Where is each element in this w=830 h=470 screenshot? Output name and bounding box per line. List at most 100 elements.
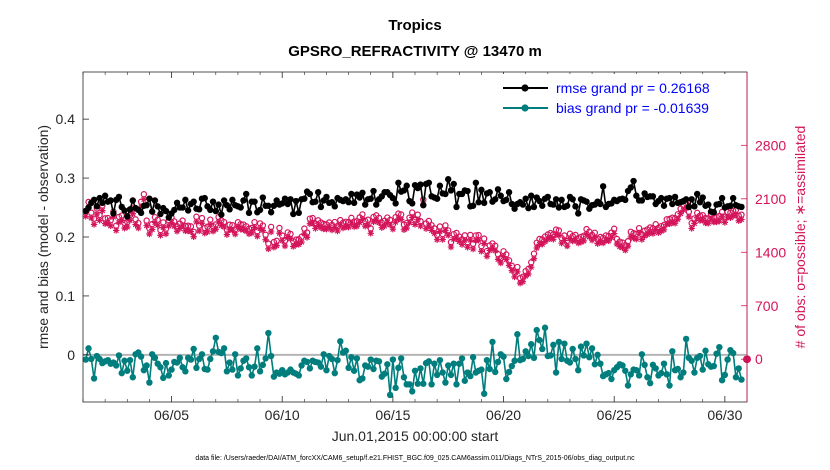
bias-marker — [334, 356, 341, 364]
bias-marker — [682, 335, 690, 343]
assimilated-obs-marker — [121, 224, 128, 232]
rmse-marker — [237, 204, 244, 211]
rmse-marker — [508, 200, 516, 208]
y-tick-label: 0.4 — [56, 111, 76, 127]
assimilated-obs-marker — [649, 230, 657, 237]
assimilated-obs-marker — [276, 230, 283, 237]
rmse-marker — [101, 192, 109, 199]
y2-tick-label: 0 — [755, 351, 763, 367]
assimilated-obs-marker — [547, 234, 554, 242]
bias-marker — [575, 366, 582, 374]
bias-marker — [207, 355, 214, 363]
bias-marker — [569, 345, 576, 353]
rmse-marker — [290, 210, 297, 218]
bias-marker — [395, 364, 402, 372]
bias-marker — [528, 341, 535, 348]
rmse-marker — [696, 199, 704, 206]
bias-marker — [558, 355, 565, 363]
assimilated-obs-marker — [627, 233, 634, 241]
rmse-marker — [666, 194, 673, 202]
assimilated-obs-marker — [190, 233, 197, 240]
assimilated-obs-marker — [184, 227, 192, 235]
bias-marker — [348, 354, 355, 361]
bias-marker — [486, 365, 493, 373]
assimilated-obs-marker — [124, 223, 131, 231]
assimilated-obs-marker — [655, 229, 662, 236]
assimilated-obs-marker — [630, 235, 637, 242]
assimilated-obs-marker — [705, 220, 712, 227]
possible-obs-marker — [207, 216, 214, 223]
assimilated-obs-marker — [118, 217, 125, 224]
rmse-marker — [85, 204, 92, 211]
assimilated-obs-marker — [456, 238, 463, 245]
x-tick-label: 06/30 — [707, 407, 742, 423]
bias-marker — [716, 344, 723, 351]
assimilated-obs-marker — [721, 219, 729, 226]
bias-marker — [586, 354, 593, 361]
tick-layer — [82, 72, 748, 402]
bias-marker — [594, 351, 601, 359]
rmse-marker — [348, 190, 355, 198]
assimilated-obs-marker — [370, 218, 377, 226]
assimilated-obs-marker — [685, 213, 693, 221]
assimilated-obs-marker — [243, 227, 250, 235]
assimilated-obs-marker — [563, 242, 571, 250]
bias-marker — [674, 365, 682, 373]
rmse-marker — [544, 193, 551, 201]
y-axis-label: rmse and bias (model - observation) — [35, 125, 51, 349]
rmse-marker — [403, 182, 410, 189]
rmse-marker — [492, 196, 499, 203]
rmse-marker — [392, 200, 399, 207]
bias-marker — [425, 358, 433, 365]
assimilated-obs-marker — [196, 227, 203, 235]
assimilated-obs-marker — [146, 230, 153, 238]
rmse-marker — [478, 186, 485, 194]
bias-marker — [433, 371, 441, 379]
possible-obs-marker — [436, 223, 444, 230]
rmse-marker — [630, 177, 637, 185]
bias-marker — [140, 366, 148, 374]
bias-marker — [350, 367, 358, 374]
assimilated-obs-marker — [641, 232, 648, 240]
y2-tick-label: 2800 — [755, 137, 786, 153]
assimilated-obs-marker — [220, 223, 228, 231]
bias-marker — [483, 356, 491, 364]
assimilated-obs-marker — [234, 224, 242, 231]
assimilated-obs-marker — [104, 220, 112, 227]
bias-marker — [552, 369, 560, 376]
rmse-marker — [171, 206, 178, 214]
assimilated-obs-marker — [314, 222, 322, 229]
assimilated-obs-marker — [115, 219, 123, 226]
assimilated-obs-marker — [126, 217, 134, 224]
rmse-marker — [314, 189, 322, 196]
rmse-marker — [209, 198, 217, 205]
rmse-marker — [436, 182, 444, 189]
y2-tick-label: 2100 — [755, 191, 786, 207]
rmse-marker — [370, 187, 377, 195]
assimilated-obs-marker — [492, 247, 499, 254]
data-file-footnote: data file: /Users/raeder/DAI/ATM_forcXX/… — [195, 455, 635, 462]
bias-marker — [265, 329, 272, 337]
bias-marker — [624, 382, 632, 389]
assimilated-obs-marker — [143, 222, 150, 229]
bias-marker — [160, 374, 167, 382]
bias-marker — [187, 356, 195, 363]
possible-obs-marker — [442, 222, 449, 229]
assimilated-obs-marker — [406, 219, 413, 226]
assimilated-obs-marker — [334, 227, 341, 235]
assimilated-obs-marker — [605, 237, 612, 245]
bias-marker — [126, 356, 134, 364]
assimilated-obs-marker — [669, 219, 676, 226]
bias-marker — [627, 371, 634, 378]
assimilated-obs-marker — [586, 233, 593, 241]
assimilated-obs-marker — [140, 196, 148, 203]
bias-marker — [445, 362, 452, 369]
rmse-marker — [154, 203, 161, 210]
bias-marker — [439, 369, 446, 376]
rmse-marker — [453, 203, 460, 211]
bias-marker — [666, 382, 673, 389]
bias-marker — [414, 380, 421, 387]
bias-marker — [146, 379, 153, 386]
bias-marker — [193, 364, 200, 372]
bias-marker — [729, 349, 737, 357]
